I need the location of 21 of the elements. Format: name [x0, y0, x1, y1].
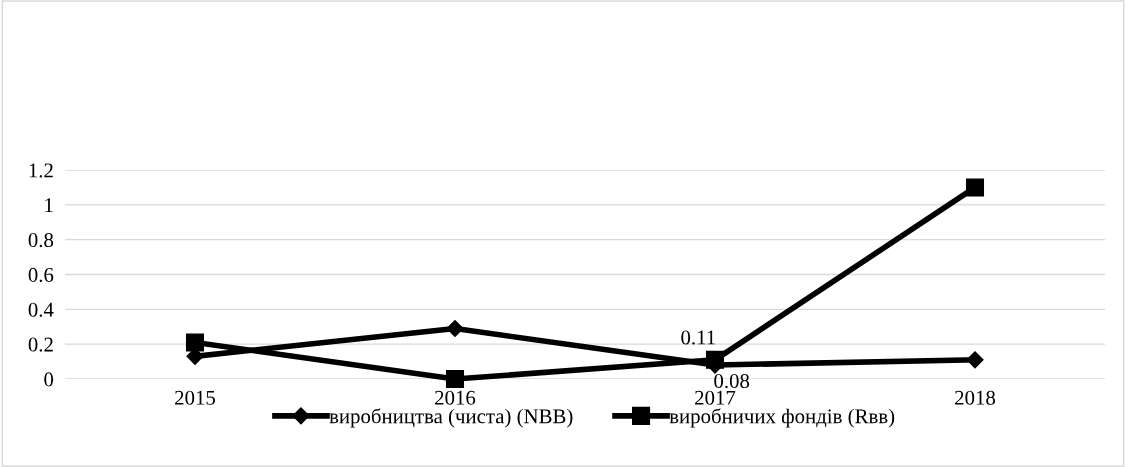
y-tick-label: 0.2: [28, 337, 53, 352]
point: [446, 319, 464, 338]
point: [185, 333, 205, 352]
x-tick-label: 2017: [695, 390, 736, 405]
data-label: 0.08: [714, 374, 750, 389]
data-label: 0.11: [681, 330, 715, 345]
legend-label: виробництва (чиста) (NBB): [329, 408, 573, 428]
y-tick-label: 0.6: [28, 267, 54, 283]
point: [445, 369, 465, 389]
point: [965, 178, 985, 197]
x-tick-label: 2016: [435, 390, 476, 405]
point: [705, 350, 725, 369]
x-tick-label: 2015: [175, 390, 216, 405]
point: [966, 351, 984, 369]
y-tick-label: 1.2: [29, 163, 53, 178]
y-tick-label: 1: [45, 198, 53, 213]
legend-label: виробничих фондів (Rвв): [669, 408, 895, 428]
x-tick-label: 2018: [955, 390, 996, 405]
y-tick-label: 0.4: [28, 302, 54, 317]
y-tick-label: 0.8: [28, 233, 54, 248]
y-tick-label: 0: [44, 372, 54, 387]
